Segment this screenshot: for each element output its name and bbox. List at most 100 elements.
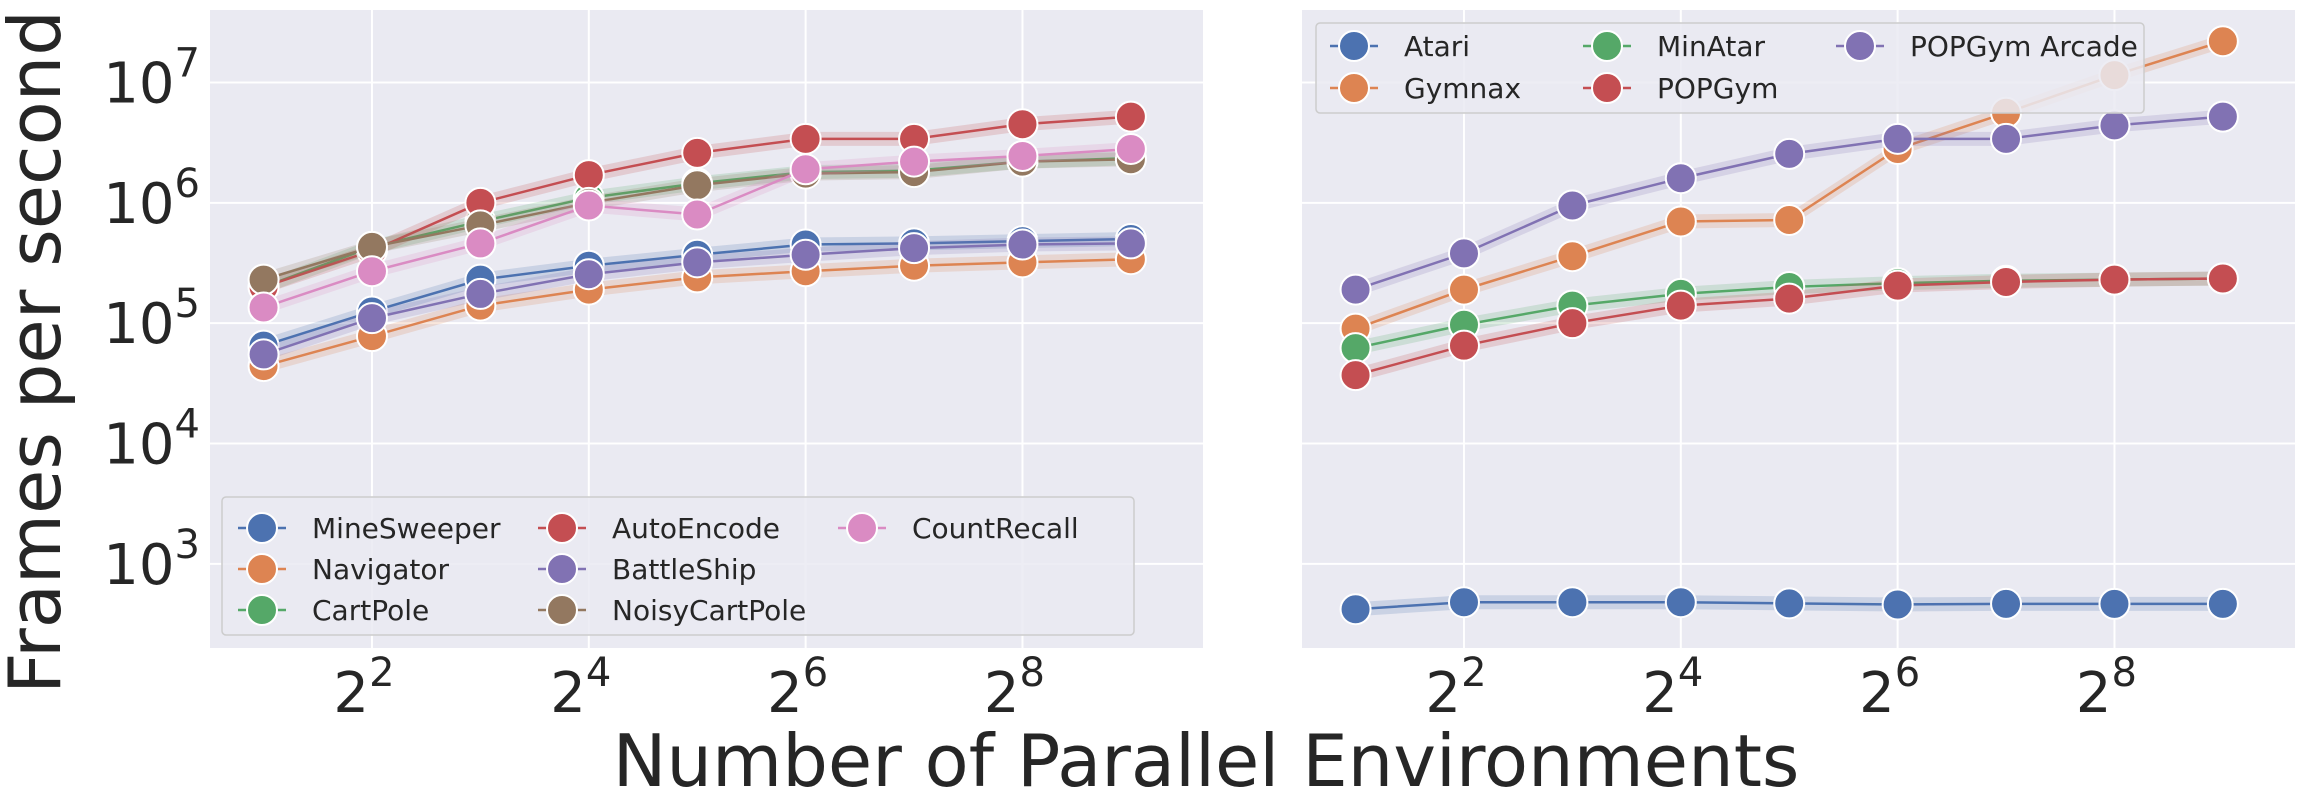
- data-point: [1556, 189, 1589, 222]
- data-point: [464, 227, 497, 260]
- data-point: [789, 153, 822, 186]
- data-point: [2098, 263, 2131, 296]
- series-popgym: [1339, 262, 2239, 392]
- data-point: [464, 277, 497, 310]
- data-point: [1881, 269, 1914, 302]
- legend-entry: POPGym: [1583, 72, 1778, 105]
- legend-entry: NoisyCartPole: [538, 594, 806, 627]
- data-point: [1556, 586, 1589, 619]
- legend-label: Atari: [1404, 30, 1470, 63]
- x-tick-label: 28: [984, 650, 1045, 726]
- data-point: [1773, 203, 1806, 236]
- legend-frame: [1315, 22, 2145, 114]
- data-point: [2098, 109, 2131, 142]
- legend-label: POPGym: [1657, 72, 1778, 105]
- data-point: [898, 232, 931, 265]
- x-tick-label: 26: [767, 650, 828, 726]
- data-point: [1006, 139, 1039, 172]
- x-tick-label: 22: [333, 650, 394, 726]
- legend-marker: [1591, 30, 1623, 62]
- legend-entry: AutoEncode: [538, 512, 780, 545]
- legend-label: AutoEncode: [612, 512, 780, 545]
- data-point: [355, 302, 388, 335]
- series-countrecall: [247, 132, 1147, 324]
- data-point: [1006, 108, 1039, 141]
- legend-entry: POPGym Arcade: [1836, 30, 2138, 63]
- data-point: [1773, 137, 1806, 170]
- data-point: [572, 258, 605, 291]
- legend-label: CartPole: [312, 594, 429, 627]
- data-point: [2206, 25, 2239, 58]
- legend-label: Gymnax: [1404, 72, 1521, 105]
- data-point: [681, 246, 714, 279]
- legend-marker: [246, 553, 278, 585]
- series-atari: [1339, 586, 2239, 626]
- legend-marker: [546, 512, 578, 544]
- data-point: [247, 263, 280, 296]
- y-tick-label: 103: [103, 522, 200, 598]
- data-point: [247, 338, 280, 371]
- data-point: [1881, 588, 1914, 621]
- data-point: [1339, 273, 1372, 306]
- legend-label: NoisyCartPole: [612, 594, 806, 627]
- legend-marker: [1844, 30, 1876, 62]
- panels: 22 24 26 28 103 104 105 106 107 MineSweeper Naviga…: [103, 10, 2295, 726]
- data-point: [1990, 122, 2023, 155]
- chart-panel-1: 22 24 26 28 103 104 105 106 107 MineSweeper Naviga…: [103, 10, 1203, 726]
- confidence-band: [263, 141, 1131, 315]
- legend-marker: [1338, 72, 1370, 104]
- data-point: [1664, 586, 1697, 619]
- x-tick-label: 22: [1425, 650, 1486, 726]
- legend-entry: Gymnax: [1330, 72, 1521, 105]
- data-point: [1006, 228, 1039, 261]
- legend-entry: BattleShip: [538, 553, 756, 586]
- data-point: [1114, 132, 1147, 165]
- legend-entry: MineSweeper: [238, 512, 501, 545]
- data-point: [681, 136, 714, 169]
- legend-marker: [546, 594, 578, 626]
- data-point: [2098, 587, 2131, 620]
- data-point: [1556, 307, 1589, 340]
- data-point: [1664, 205, 1697, 238]
- legend-entry: CountRecall: [838, 512, 1079, 545]
- data-point: [1664, 162, 1697, 195]
- data-point: [789, 122, 822, 155]
- legend-label: Navigator: [312, 553, 449, 586]
- data-point: [1773, 587, 1806, 620]
- data-point: [1881, 122, 1914, 155]
- x-tick-label: 26: [1859, 650, 1920, 726]
- legend-marker: [846, 512, 878, 544]
- data-point: [1990, 587, 2023, 620]
- legend-marker: [1338, 30, 1370, 62]
- data-point: [1339, 359, 1372, 392]
- data-point: [1114, 100, 1147, 133]
- data-point: [1664, 289, 1697, 322]
- legend-label: MineSweeper: [312, 512, 501, 545]
- legend-entry: MinAtar: [1583, 30, 1765, 63]
- data-point: [1556, 240, 1589, 273]
- data-point: [572, 159, 605, 192]
- legend-entry: Atari: [1330, 30, 1470, 63]
- x-tick-label: 24: [1642, 650, 1703, 726]
- legend-entry: Navigator: [238, 553, 449, 586]
- data-point: [789, 238, 822, 271]
- legend: MineSweeper Navigator CartPole AutoEncode Ba…: [221, 496, 1135, 636]
- legend-label: CountRecall: [912, 512, 1079, 545]
- legend: Atari Gymnax MinAtar POPGym POPGym Arcade: [1315, 22, 2145, 114]
- data-point: [898, 145, 931, 178]
- data-point: [355, 255, 388, 288]
- chart-panel-2: 22 24 26 28 Atari Gymnax MinAtar POPGym POPGym A…: [1302, 10, 2295, 726]
- legend-label: MinAtar: [1657, 30, 1765, 63]
- legend-marker: [546, 553, 578, 585]
- data-point: [2206, 100, 2239, 133]
- x-tick-label: 28: [2076, 650, 2137, 726]
- legend-entry: CartPole: [238, 594, 429, 627]
- legend-label: BattleShip: [612, 553, 756, 586]
- data-point: [572, 189, 605, 222]
- series-popgym-arcade: [1339, 100, 2239, 306]
- data-point: [2206, 587, 2239, 620]
- data-point: [681, 169, 714, 202]
- data-point: [1447, 586, 1480, 619]
- y-tick-label: 107: [103, 40, 200, 116]
